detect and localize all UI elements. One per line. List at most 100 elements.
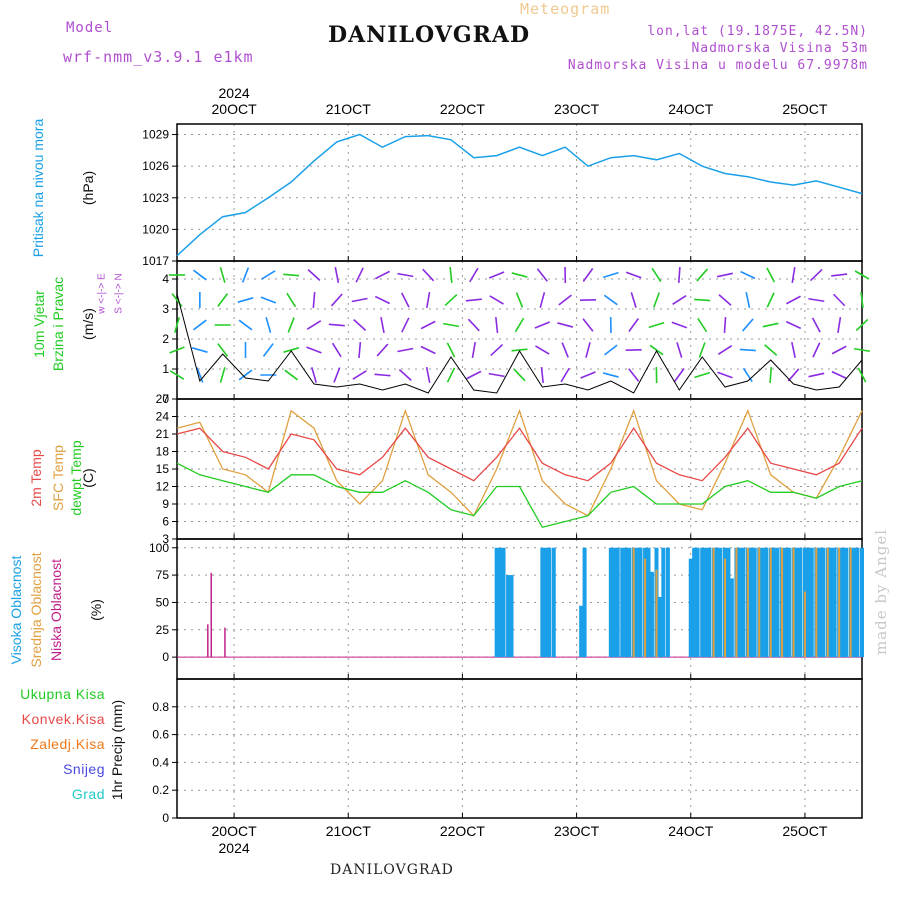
wind-arrow	[284, 369, 299, 381]
wind-arrow	[196, 367, 204, 383]
cloud-bar	[840, 547, 845, 658]
cloud-bar	[501, 547, 506, 658]
cloud-bar	[758, 547, 761, 658]
cloud-bar	[509, 575, 514, 658]
wind-arrow	[217, 293, 229, 307]
cloud-bar	[775, 547, 780, 658]
cloud-bar	[551, 547, 556, 658]
wind-arrow	[358, 341, 362, 359]
cloud-bar	[798, 547, 803, 658]
cloud-bar	[729, 578, 734, 658]
wind-arrow	[811, 317, 821, 333]
cloud-bar	[764, 547, 769, 658]
wind-arrow	[585, 342, 591, 358]
cloud-bar	[620, 547, 625, 658]
cloud-bar	[707, 547, 712, 658]
wind-arrow	[174, 317, 180, 333]
wind-arrow	[648, 321, 665, 329]
wind-tick-label: 0	[162, 392, 169, 406]
cloud-tick-label: 75	[156, 568, 170, 582]
cloud-bar	[718, 547, 723, 658]
wind-arrow	[604, 344, 618, 356]
wind-arrow	[513, 368, 526, 382]
cloud-bar	[700, 547, 705, 658]
temp-tick-label: 21	[156, 427, 170, 441]
wind-arrow	[673, 368, 685, 382]
wind-arrow	[219, 367, 226, 383]
meteogram-title: Meteogram	[520, 0, 611, 18]
wind-arrow	[787, 368, 800, 382]
wind-arrow	[785, 320, 802, 330]
cloud-bar	[688, 558, 693, 658]
temp-tick-label: 6	[162, 515, 169, 529]
wind-arrow	[717, 272, 733, 278]
cloud-bar	[635, 547, 640, 658]
wind-arrow	[397, 272, 414, 278]
wind-arrow	[791, 342, 796, 358]
wind-arrow	[238, 369, 253, 381]
wind-arrow	[449, 266, 453, 284]
wind-arrow	[283, 273, 300, 277]
cloud-bar	[855, 547, 860, 658]
wind-arrow	[351, 297, 368, 303]
temp-tick-label: 9	[162, 497, 169, 511]
wind-arrow	[602, 271, 619, 279]
cloud-bar	[644, 558, 647, 658]
cloud-bar	[760, 547, 765, 658]
wind-arrow	[535, 345, 550, 355]
legend-rain: Ukupna Kisa	[20, 686, 105, 702]
temp-tick-label: 3	[162, 532, 169, 546]
wind-tick-label: 2	[162, 332, 169, 346]
pressure-tick-label: 1029	[142, 128, 169, 142]
cloud-bar	[657, 596, 662, 658]
pressure-tick-label: 1023	[142, 191, 169, 205]
wind-arrow	[717, 371, 733, 379]
legend-snow: Snijeg	[63, 761, 105, 777]
wind-arrow	[490, 343, 504, 357]
wind-arrow	[446, 342, 456, 358]
pressure-tick-label: 1017	[142, 254, 169, 268]
wind-arrow	[169, 370, 185, 380]
wind-arrow	[833, 293, 846, 307]
wind-arrow	[465, 298, 482, 302]
wind-arrow	[810, 268, 823, 282]
wind-arrow	[786, 295, 801, 305]
cloud-bar	[506, 575, 511, 658]
cloud-bar	[579, 605, 584, 658]
wind-arrow	[466, 370, 482, 380]
wind-arrow	[352, 370, 367, 380]
wind-arrow	[238, 319, 253, 331]
x-label-bottom: 20OCT	[212, 823, 258, 839]
cloud-bar	[665, 547, 670, 658]
legend-conv: Konvek.Kisa	[21, 711, 105, 727]
wind-arrow	[442, 322, 460, 328]
wind-arrow	[561, 342, 569, 358]
wind-tick-label: 4	[162, 272, 169, 286]
wind-arrow	[331, 342, 342, 358]
wind-arrow	[558, 294, 572, 306]
wind-arrow	[171, 293, 183, 307]
wind-arrow	[671, 321, 688, 329]
wind-tick-label: 1	[162, 362, 169, 376]
wind-arrow	[260, 296, 277, 304]
wind-arrow	[422, 268, 435, 282]
wind-arrow	[515, 292, 524, 308]
cloud-bar	[769, 547, 772, 658]
x-label-bottom: 22OCT	[440, 823, 486, 839]
cloud-bar	[821, 547, 826, 658]
wind-arrow	[444, 293, 458, 307]
cloud-bar	[627, 547, 632, 658]
cloud-bar	[803, 591, 806, 658]
cloud-bar	[207, 624, 209, 658]
wind-arrow	[854, 270, 870, 280]
precip-tick-label: 0.8	[152, 700, 169, 714]
wind-arrow	[312, 291, 316, 309]
wind-arrow	[471, 341, 477, 359]
wind-arrow	[539, 292, 546, 308]
wind-arrow	[328, 323, 345, 327]
wind-speed-line	[176, 293, 863, 394]
cloud-bar	[661, 547, 666, 658]
cloud-bar	[786, 547, 791, 658]
wind-arrow	[853, 347, 871, 353]
wind-arrow	[191, 347, 208, 353]
